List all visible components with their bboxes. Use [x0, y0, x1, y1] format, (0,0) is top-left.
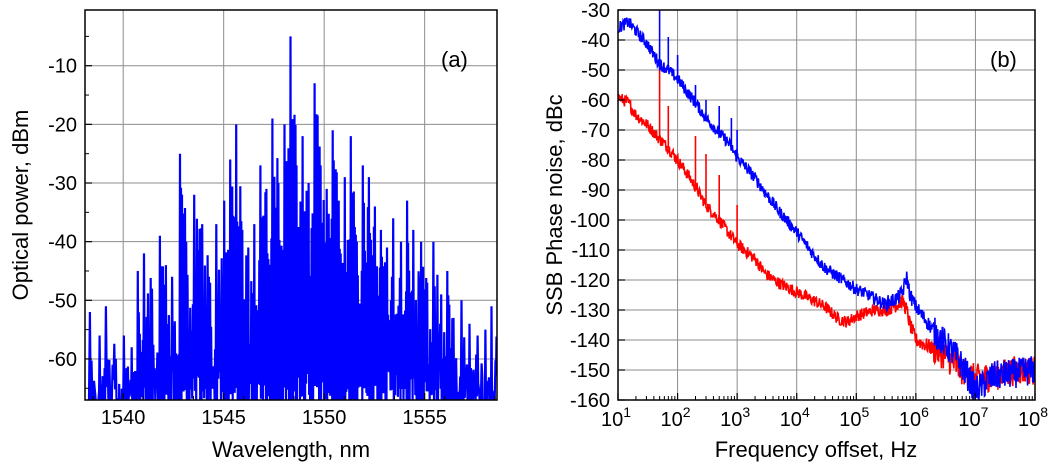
x-axis-label: Wavelength, nm — [212, 437, 370, 462]
x-tick-label: 106 — [899, 404, 929, 431]
y-tick-label: -10 — [48, 56, 77, 78]
optical-spectrum-series — [87, 36, 497, 400]
panel-label: (a) — [441, 47, 468, 72]
y-tick-label: -150 — [570, 360, 610, 382]
y-tick-label: -120 — [570, 270, 610, 292]
x-tick-label: 1550 — [302, 407, 347, 429]
y-tick-label: -140 — [570, 330, 610, 352]
y-tick-label: -130 — [570, 300, 610, 322]
grid-lines — [617, 9, 1036, 401]
y-tick-label: -70 — [581, 120, 610, 142]
panel-label: (b) — [990, 47, 1017, 72]
x-axis-label: Frequency offset, Hz — [715, 437, 918, 462]
x-tick-label: 105 — [839, 404, 869, 431]
red-phase-noise-line — [618, 64, 1035, 394]
y-tick-label: -30 — [48, 173, 77, 195]
y-tick-label: -20 — [48, 114, 77, 136]
y-axis-label: SSB Phase noise, dBc — [542, 94, 567, 315]
y-tick-label: -60 — [581, 90, 610, 112]
plot-frame — [84, 9, 498, 401]
y-axis-label: Optical power, dBm — [8, 110, 33, 301]
axis-ticks: 1540 1545 1550 1555 -60 -50 -40 -30 -20 -10 — [48, 35, 496, 429]
y-tick-label: -50 — [48, 290, 77, 312]
y-tick-label: -30 — [581, 0, 610, 22]
x-tick-label: 107 — [958, 404, 988, 431]
y-tick-label: -160 — [570, 390, 610, 412]
y-tick-label: -50 — [581, 60, 610, 82]
y-tick-label: -90 — [581, 180, 610, 202]
x-tick-label: 1555 — [402, 407, 447, 429]
axis-ticks: 101 102 103 104 105 106 107 108 -160 -150 -140 -130… — [570, 0, 1048, 431]
x-tick-label: 1540 — [101, 407, 146, 429]
chart-panel-a: 1540 1545 1550 1555 -60 -50 -40 -30 -20 -10 (a) W… — [8, 9, 498, 462]
y-tick-label: -110 — [571, 240, 610, 262]
chart-panel-b: 101 102 103 104 105 106 107 108 -160 -150 -140 -130… — [542, 0, 1048, 462]
y-tick-label: -60 — [48, 349, 77, 371]
blue-phase-noise-line — [618, 10, 1035, 400]
x-tick-label: 101 — [601, 404, 631, 431]
y-tick-label: -40 — [48, 232, 77, 254]
y-tick-label: -100 — [570, 210, 610, 232]
x-tick-label: 102 — [661, 404, 691, 431]
x-tick-label: 108 — [1018, 404, 1048, 431]
x-tick-label: 104 — [780, 404, 810, 431]
plot-frame — [617, 9, 1036, 401]
phase-noise-series — [618, 10, 1035, 400]
y-tick-label: -80 — [581, 150, 610, 172]
spectrum-line — [87, 36, 497, 400]
x-tick-label: 1545 — [201, 407, 246, 429]
x-tick-label: 103 — [720, 404, 750, 431]
y-tick-label: -40 — [581, 30, 610, 52]
